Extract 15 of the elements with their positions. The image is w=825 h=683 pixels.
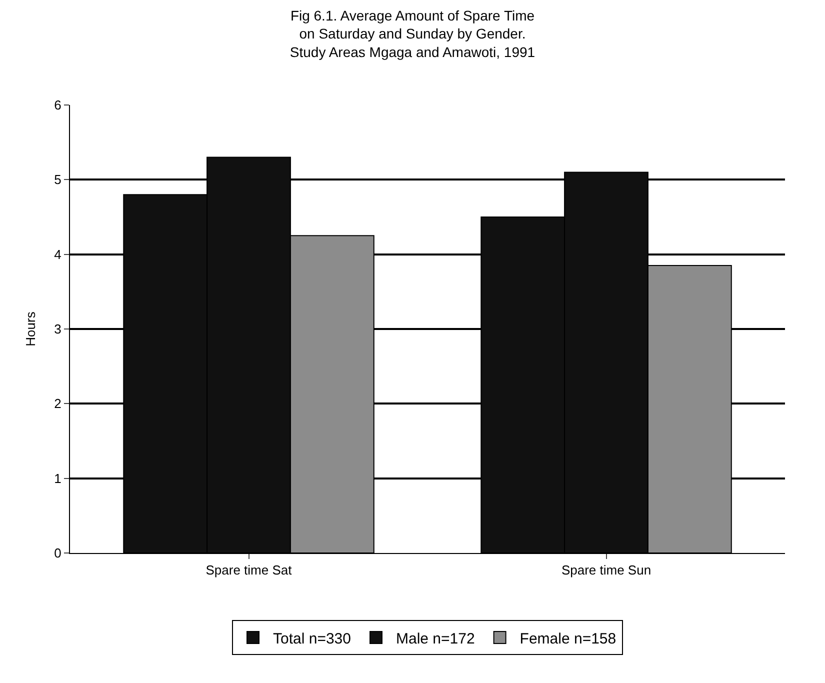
legend-label: Male n=172 — [396, 630, 475, 648]
y-axis-title: Hours — [23, 311, 38, 346]
legend-label: Total n=330 — [273, 630, 351, 648]
y-tick-label: 2 — [54, 396, 62, 412]
y-tick-label: 5 — [54, 172, 62, 188]
y-tick-label: 1 — [54, 470, 62, 486]
x-tick-label: Spare time Sat — [206, 562, 292, 578]
y-tick-label: 3 — [54, 322, 62, 337]
x-tick-label: Spare time Sun — [561, 562, 652, 578]
y-tick-label: 4 — [54, 246, 62, 262]
chart-subtitle: Study Areas Mgaga and Amawoti, 1991 — [290, 44, 536, 60]
y-tick-label: 6 — [54, 98, 62, 113]
chart-title: Fig 6.1. Average Amount of Spare Time on Saturday and Sunday by Gender. — [290, 7, 535, 42]
y-tick-label: 0 — [54, 546, 62, 561]
legend-label: Female n=158 — [520, 630, 616, 648]
